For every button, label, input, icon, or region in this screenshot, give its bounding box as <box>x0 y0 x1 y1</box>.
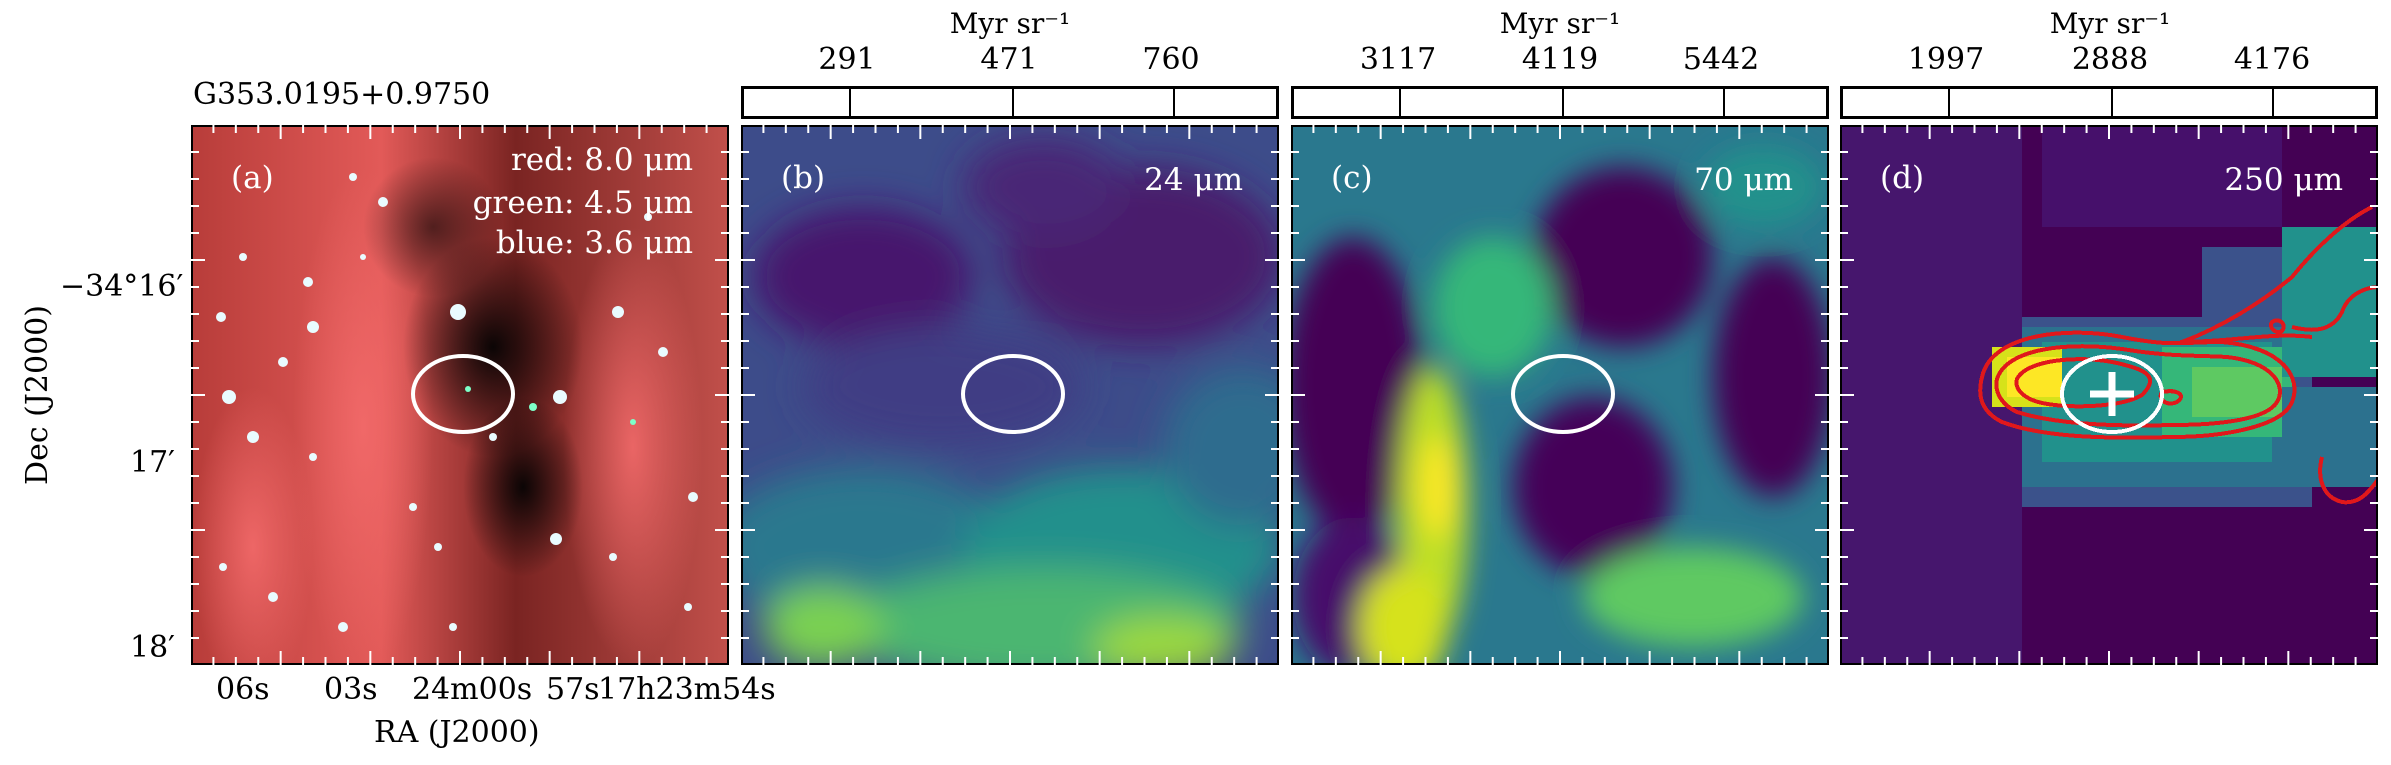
colorbar-b-tick: 291 <box>818 42 876 77</box>
panel-d-label: (d) <box>1880 160 1925 196</box>
ra-tick-label: 17h23m54s <box>598 672 776 707</box>
colorbar-d <box>1840 86 2378 119</box>
ra-tick-label: 57s <box>546 672 600 707</box>
panel-a-label: (a) <box>231 160 274 196</box>
dec-tick-label: 18′ <box>130 630 175 665</box>
colorbar-d-tick: 4176 <box>2233 42 2311 77</box>
panel-a-legend-green: green: 4.5 μm <box>472 185 693 221</box>
colorbar-c-tick: 4119 <box>1521 42 1599 77</box>
panel-d-250um-image <box>1840 125 2378 665</box>
colorbar-c-tick: 3117 <box>1359 42 1437 77</box>
colorbar-b <box>741 86 1279 119</box>
panel-c-wavelength: 70 μm <box>1694 162 1793 198</box>
colorbar-c <box>1291 86 1829 119</box>
panel-a-legend-red: red: 8.0 μm <box>510 142 693 178</box>
colorbar-c-unit: Myr sr⁻¹ <box>1499 7 1621 40</box>
colorbar-d-unit: Myr sr⁻¹ <box>2049 7 2171 40</box>
x-axis-label: RA (J2000) <box>374 715 540 750</box>
panel-b-24um-image <box>741 125 1279 665</box>
panel-d-wavelength: 250 μm <box>2224 162 2343 198</box>
y-axis-label: Dec (J2000) <box>20 305 55 485</box>
source-name: G353.0195+0.9750 <box>193 77 491 112</box>
panel-b-label: (b) <box>781 160 826 196</box>
dec-tick-label: 17′ <box>130 445 175 480</box>
panel-c-70um-image <box>1291 125 1829 665</box>
panel-c-label: (c) <box>1331 160 1373 196</box>
ra-tick-label: 03s <box>324 672 378 707</box>
dec-tick-label: −34°16′ <box>60 269 184 304</box>
colorbar-d-tick: 1997 <box>1907 42 1985 77</box>
panel-a-legend-blue: blue: 3.6 μm <box>495 225 693 261</box>
panel-b-wavelength: 24 μm <box>1144 162 1243 198</box>
colorbar-b-unit: Myr sr⁻¹ <box>949 7 1071 40</box>
ra-tick-label: 06s <box>216 672 270 707</box>
ra-tick-label: 24m00s <box>412 672 533 707</box>
colorbar-b-tick: 760 <box>1142 42 1200 77</box>
colorbar-c-tick: 5442 <box>1682 42 1760 77</box>
colorbar-d-tick: 2888 <box>2071 42 2149 77</box>
colorbar-b-tick: 471 <box>980 42 1038 77</box>
